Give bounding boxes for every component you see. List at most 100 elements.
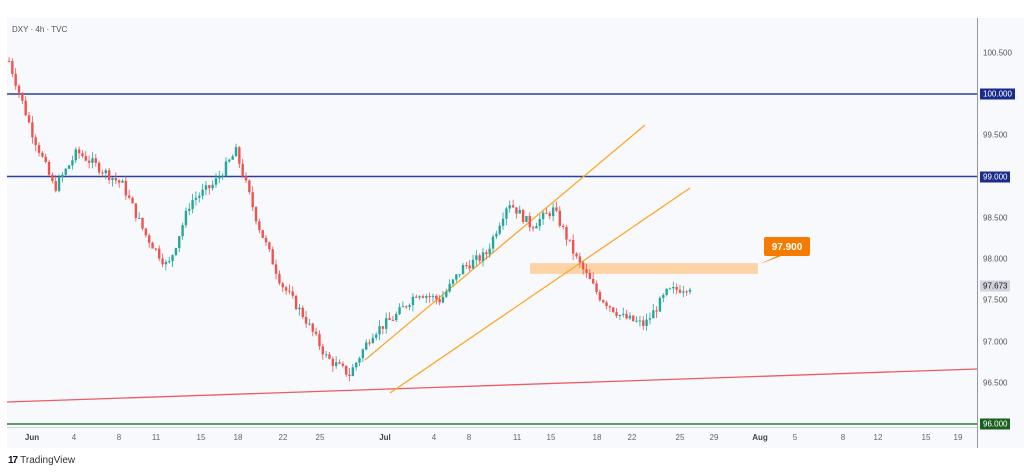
- price-label-97.673: 97.673: [980, 280, 1011, 292]
- candle-body: [188, 208, 191, 211]
- candle-body: [7, 61, 11, 62]
- chart-pane[interactable]: 97.900 DXY · 4h · TVC: [7, 18, 977, 427]
- candle-body: [508, 205, 511, 209]
- time-tick-18: 18: [592, 433, 602, 442]
- candle-body: [598, 292, 602, 301]
- candle-body: [672, 286, 675, 289]
- candle-body: [371, 337, 375, 344]
- candle-body: [578, 256, 582, 263]
- candle-body: [364, 342, 368, 350]
- candle-body: [24, 100, 27, 116]
- candle-body: [318, 334, 321, 347]
- candle-body: [87, 160, 91, 163]
- time-tick-jun: Jun: [24, 433, 40, 442]
- candle-body: [591, 278, 595, 284]
- candle-body: [481, 252, 485, 261]
- candle-body: [618, 314, 622, 316]
- candle-body: [224, 161, 228, 176]
- candle-body: [525, 215, 528, 223]
- candle-body: [358, 358, 361, 363]
- candle-body: [668, 288, 672, 290]
- time-tick-25: 25: [675, 433, 685, 442]
- candle-body: [284, 287, 288, 291]
- chart-frame: 97.900 DXY · 4h · TVC 100.500 100.000 99.5…: [7, 18, 1024, 448]
- candle-body: [628, 315, 632, 319]
- candle-body: [638, 320, 642, 322]
- time-axis[interactable]: Jun 4 8 11 15 18 22 25 Jul 4 8 11 15 18 22 25 29 Aug 5 8 12 1…: [7, 427, 977, 449]
- time-tick-12: 12: [873, 433, 883, 442]
- candle-body: [581, 262, 585, 270]
- candle-body: [131, 197, 134, 204]
- candle-body: [184, 210, 188, 226]
- candle-body: [495, 233, 498, 237]
- candle-body: [161, 258, 164, 265]
- candle-body: [538, 219, 541, 227]
- candle-body: [191, 199, 194, 209]
- price-label-98.500: 98.500: [983, 213, 1008, 223]
- candle-body: [688, 289, 692, 292]
- candle-body: [385, 318, 388, 329]
- candle-body: [632, 315, 635, 322]
- candle-body: [615, 312, 618, 316]
- candle-body: [468, 265, 471, 269]
- candle-body: [351, 367, 355, 377]
- candle-body: [445, 291, 448, 297]
- candle-body: [57, 177, 61, 191]
- candle-body: [331, 358, 335, 366]
- candle-body: [74, 149, 77, 161]
- candle-body: [488, 248, 491, 255]
- candle-body: [545, 212, 548, 214]
- candle-body: [642, 320, 645, 326]
- candle-body: [465, 265, 468, 267]
- candle-body: [652, 310, 655, 319]
- candle-body: [491, 236, 495, 249]
- time-tick-8: 8: [466, 433, 472, 442]
- candle-body: [278, 273, 281, 284]
- time-tick-15: 15: [546, 433, 556, 442]
- candle-body: [555, 207, 558, 211]
- time-tick-5: 5: [792, 433, 798, 442]
- candle-body: [44, 156, 47, 162]
- candle-body: [301, 307, 304, 318]
- candle-body: [127, 195, 131, 198]
- price-label-96.500: 96.500: [983, 378, 1008, 388]
- candle-body: [438, 299, 441, 303]
- candle-body: [181, 225, 184, 237]
- symbol-title: DXY · 4h · TVC: [12, 25, 68, 34]
- candle-body: [635, 320, 638, 322]
- candle-body: [398, 307, 401, 315]
- candle-body: [391, 319, 395, 321]
- channel-lower-line: [389, 187, 691, 394]
- candle-body: [251, 192, 254, 208]
- supply-zone: [530, 263, 758, 274]
- candle-body: [471, 259, 475, 269]
- time-tick-29: 29: [709, 433, 719, 442]
- zone-price-callout: 97.900: [760, 237, 810, 264]
- candle-body: [378, 326, 381, 335]
- candle-body: [625, 313, 628, 319]
- price-label-100.000: 100.000: [980, 88, 1015, 100]
- candle-body: [448, 283, 451, 292]
- time-tick-aug: Aug: [752, 433, 768, 442]
- candle-body: [341, 363, 345, 366]
- candle-body: [515, 207, 518, 214]
- candle-body: [344, 365, 348, 375]
- candle-body: [107, 170, 111, 180]
- candle-body: [478, 255, 481, 261]
- candle-body: [148, 235, 151, 243]
- price-axis[interactable]: 100.500 100.000 99.500 99.000 98.500 98.000 97…: [977, 18, 1024, 448]
- candle-body: [154, 248, 158, 250]
- candle-body: [645, 319, 648, 326]
- candle-body: [441, 296, 445, 303]
- candle-body: [475, 255, 478, 260]
- candle-body: [291, 291, 294, 296]
- candle-body: [274, 264, 278, 274]
- candle-body: [101, 172, 104, 174]
- candle-body: [264, 237, 268, 243]
- candle-body: [14, 73, 17, 86]
- candle-body: [528, 215, 531, 228]
- candle-body: [575, 253, 578, 257]
- candle-body: [324, 354, 328, 356]
- time-tick-11: 11: [151, 433, 161, 442]
- candle-body: [84, 156, 87, 161]
